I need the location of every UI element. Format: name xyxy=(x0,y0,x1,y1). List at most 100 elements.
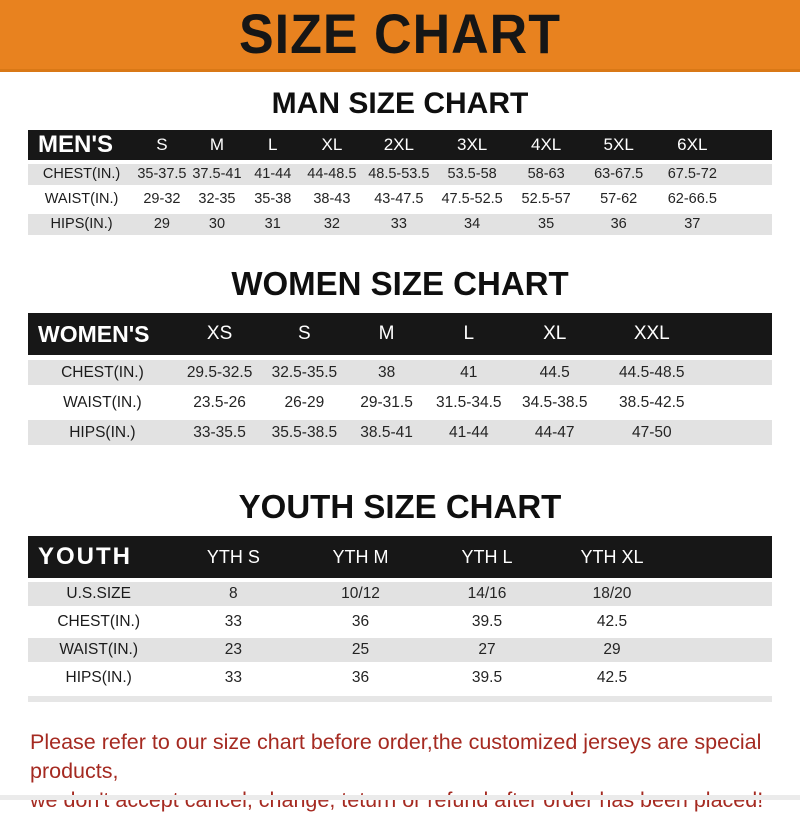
size-cell: 35-38 xyxy=(245,188,301,210)
youth-column-header: YTH XL xyxy=(550,536,674,579)
size-cell: 44-48.5 xyxy=(300,163,364,185)
size-cell: 14/16 xyxy=(423,582,551,607)
youth-waist-row: WAIST(IN.) 23 25 27 29 xyxy=(28,638,772,663)
size-cell: 43-47.5 xyxy=(363,188,435,210)
row-label: WAIST(IN.) xyxy=(28,188,136,210)
size-cell: 18/20 xyxy=(550,582,674,607)
table-bottom-strip xyxy=(28,696,772,703)
size-cell: 44-47 xyxy=(510,420,599,446)
footer-note-line-1: Please refer to our size chart before or… xyxy=(30,730,762,784)
size-cell: 29-31.5 xyxy=(346,390,427,416)
men-column-header: 6XL xyxy=(655,129,730,160)
size-cell: 38.5-41 xyxy=(346,420,427,446)
size-cell: 52.5-57 xyxy=(510,188,583,210)
size-cell: 32.5-35.5 xyxy=(262,360,347,386)
size-cell: 34.5-38.5 xyxy=(510,390,599,416)
size-cell: 23 xyxy=(169,638,298,663)
row-label: HIPS(IN.) xyxy=(28,666,170,691)
size-cell: 42.5 xyxy=(550,666,674,691)
size-cell: 58-63 xyxy=(510,163,583,185)
row-label: U.S.SIZE xyxy=(28,582,170,607)
women-column-header: XXL xyxy=(598,313,705,356)
women-column-header: M xyxy=(346,313,427,356)
size-cell: 67.5-72 xyxy=(655,163,730,185)
men-hips-row: HIPS(IN.) 29 30 31 32 33 34 35 36 37 xyxy=(28,213,772,235)
size-cell: 39.5 xyxy=(423,666,551,691)
men-column-header: L xyxy=(245,129,301,160)
size-cell: 33 xyxy=(363,213,435,235)
size-cell: 47.5-52.5 xyxy=(434,188,511,210)
men-column-header: XL xyxy=(300,129,364,160)
youth-header-row: YOUTH YTH S YTH M YTH L YTH XL xyxy=(28,536,772,579)
man-size-chart-title: MAN SIZE CHART xyxy=(271,87,529,120)
men-column-header: M xyxy=(188,129,246,160)
size-cell: 63-67.5 xyxy=(582,163,656,185)
size-cell: 42.5 xyxy=(550,610,674,635)
row-pad xyxy=(673,638,772,663)
size-cell: 38-43 xyxy=(300,188,364,210)
men-column-header: 2XL xyxy=(363,129,435,160)
row-pad xyxy=(704,360,772,386)
youth-column-header: YTH M xyxy=(297,536,424,579)
size-cell: 29.5-32.5 xyxy=(176,360,263,386)
size-chart-banner: SIZE CHART xyxy=(0,0,800,72)
youth-hips-row: HIPS(IN.) 33 36 39.5 42.5 xyxy=(28,666,772,691)
youth-column-header: YTH S xyxy=(169,536,298,579)
men-column-header: 3XL xyxy=(434,129,511,160)
youth-group-label: YOUTH xyxy=(28,536,170,579)
size-cell: 30 xyxy=(188,213,246,235)
size-cell: 31.5-34.5 xyxy=(426,390,511,416)
size-cell: 38.5-42.5 xyxy=(598,390,705,416)
size-cell: 35 xyxy=(510,213,583,235)
women-header-row: WOMEN'S XS S M L XL XXL xyxy=(28,313,772,356)
size-cell: 36 xyxy=(297,666,424,691)
men-waist-row: WAIST(IN.) 29-32 32-35 35-38 38-43 43-47… xyxy=(28,188,772,210)
size-cell: 27 xyxy=(423,638,551,663)
size-cell: 36 xyxy=(297,610,424,635)
women-column-header: S xyxy=(262,313,347,356)
size-cell: 29 xyxy=(135,213,189,235)
women-size-table: WOMEN'S XS S M L XL XXL CHEST(IN.) 29.5-… xyxy=(28,308,772,450)
size-cell: 53.5-58 xyxy=(434,163,511,185)
men-header-row: MEN'S S M L XL 2XL 3XL 4XL 5XL 6XL xyxy=(28,129,772,160)
size-cell: 35.5-38.5 xyxy=(262,420,347,446)
row-label: HIPS(IN.) xyxy=(28,213,136,235)
row-pad xyxy=(729,163,772,185)
size-cell: 39.5 xyxy=(423,610,551,635)
women-group-label: WOMEN'S xyxy=(28,313,177,356)
women-column-header: XL xyxy=(510,313,599,356)
size-cell: 36 xyxy=(582,213,656,235)
header-pad xyxy=(729,129,772,160)
banner-title: SIZE CHART xyxy=(239,3,561,66)
size-cell: 41 xyxy=(426,360,511,386)
size-cell: 44.5-48.5 xyxy=(598,360,705,386)
women-column-header: L xyxy=(426,313,511,356)
size-cell: 8 xyxy=(169,582,298,607)
size-cell: 32 xyxy=(300,213,364,235)
row-label: CHEST(IN.) xyxy=(28,610,170,635)
size-cell: 57-62 xyxy=(582,188,656,210)
size-cell: 34 xyxy=(434,213,511,235)
size-cell: 47-50 xyxy=(598,420,705,446)
size-cell: 35-37.5 xyxy=(135,163,189,185)
row-pad xyxy=(673,610,772,635)
women-waist-row: WAIST(IN.) 23.5-26 26-29 29-31.5 31.5-34… xyxy=(28,390,772,416)
row-pad xyxy=(729,213,772,235)
size-cell: 48.5-53.5 xyxy=(363,163,435,185)
youth-size-table: YOUTH YTH S YTH M YTH L YTH XL U.S.SIZE … xyxy=(28,532,772,694)
size-cell: 31 xyxy=(245,213,301,235)
men-size-table: MEN'S S M L XL 2XL 3XL 4XL 5XL 6XL CHEST… xyxy=(28,126,772,239)
men-column-header: 4XL xyxy=(510,129,583,160)
size-cell: 33 xyxy=(169,666,298,691)
women-hips-row: HIPS(IN.) 33-35.5 35.5-38.5 38.5-41 41-4… xyxy=(28,420,772,446)
size-cell: 26-29 xyxy=(262,390,347,416)
page-bottom-edge xyxy=(0,795,800,800)
row-pad xyxy=(704,390,772,416)
women-column-header: XS xyxy=(176,313,263,356)
size-cell: 29-32 xyxy=(135,188,189,210)
row-label: CHEST(IN.) xyxy=(28,360,177,386)
size-cell: 41-44 xyxy=(245,163,301,185)
men-chest-row: CHEST(IN.) 35-37.5 37.5-41 41-44 44-48.5… xyxy=(28,163,772,185)
row-label: HIPS(IN.) xyxy=(28,420,177,446)
women-size-chart-title: WOMEN SIZE CHART xyxy=(231,264,569,302)
